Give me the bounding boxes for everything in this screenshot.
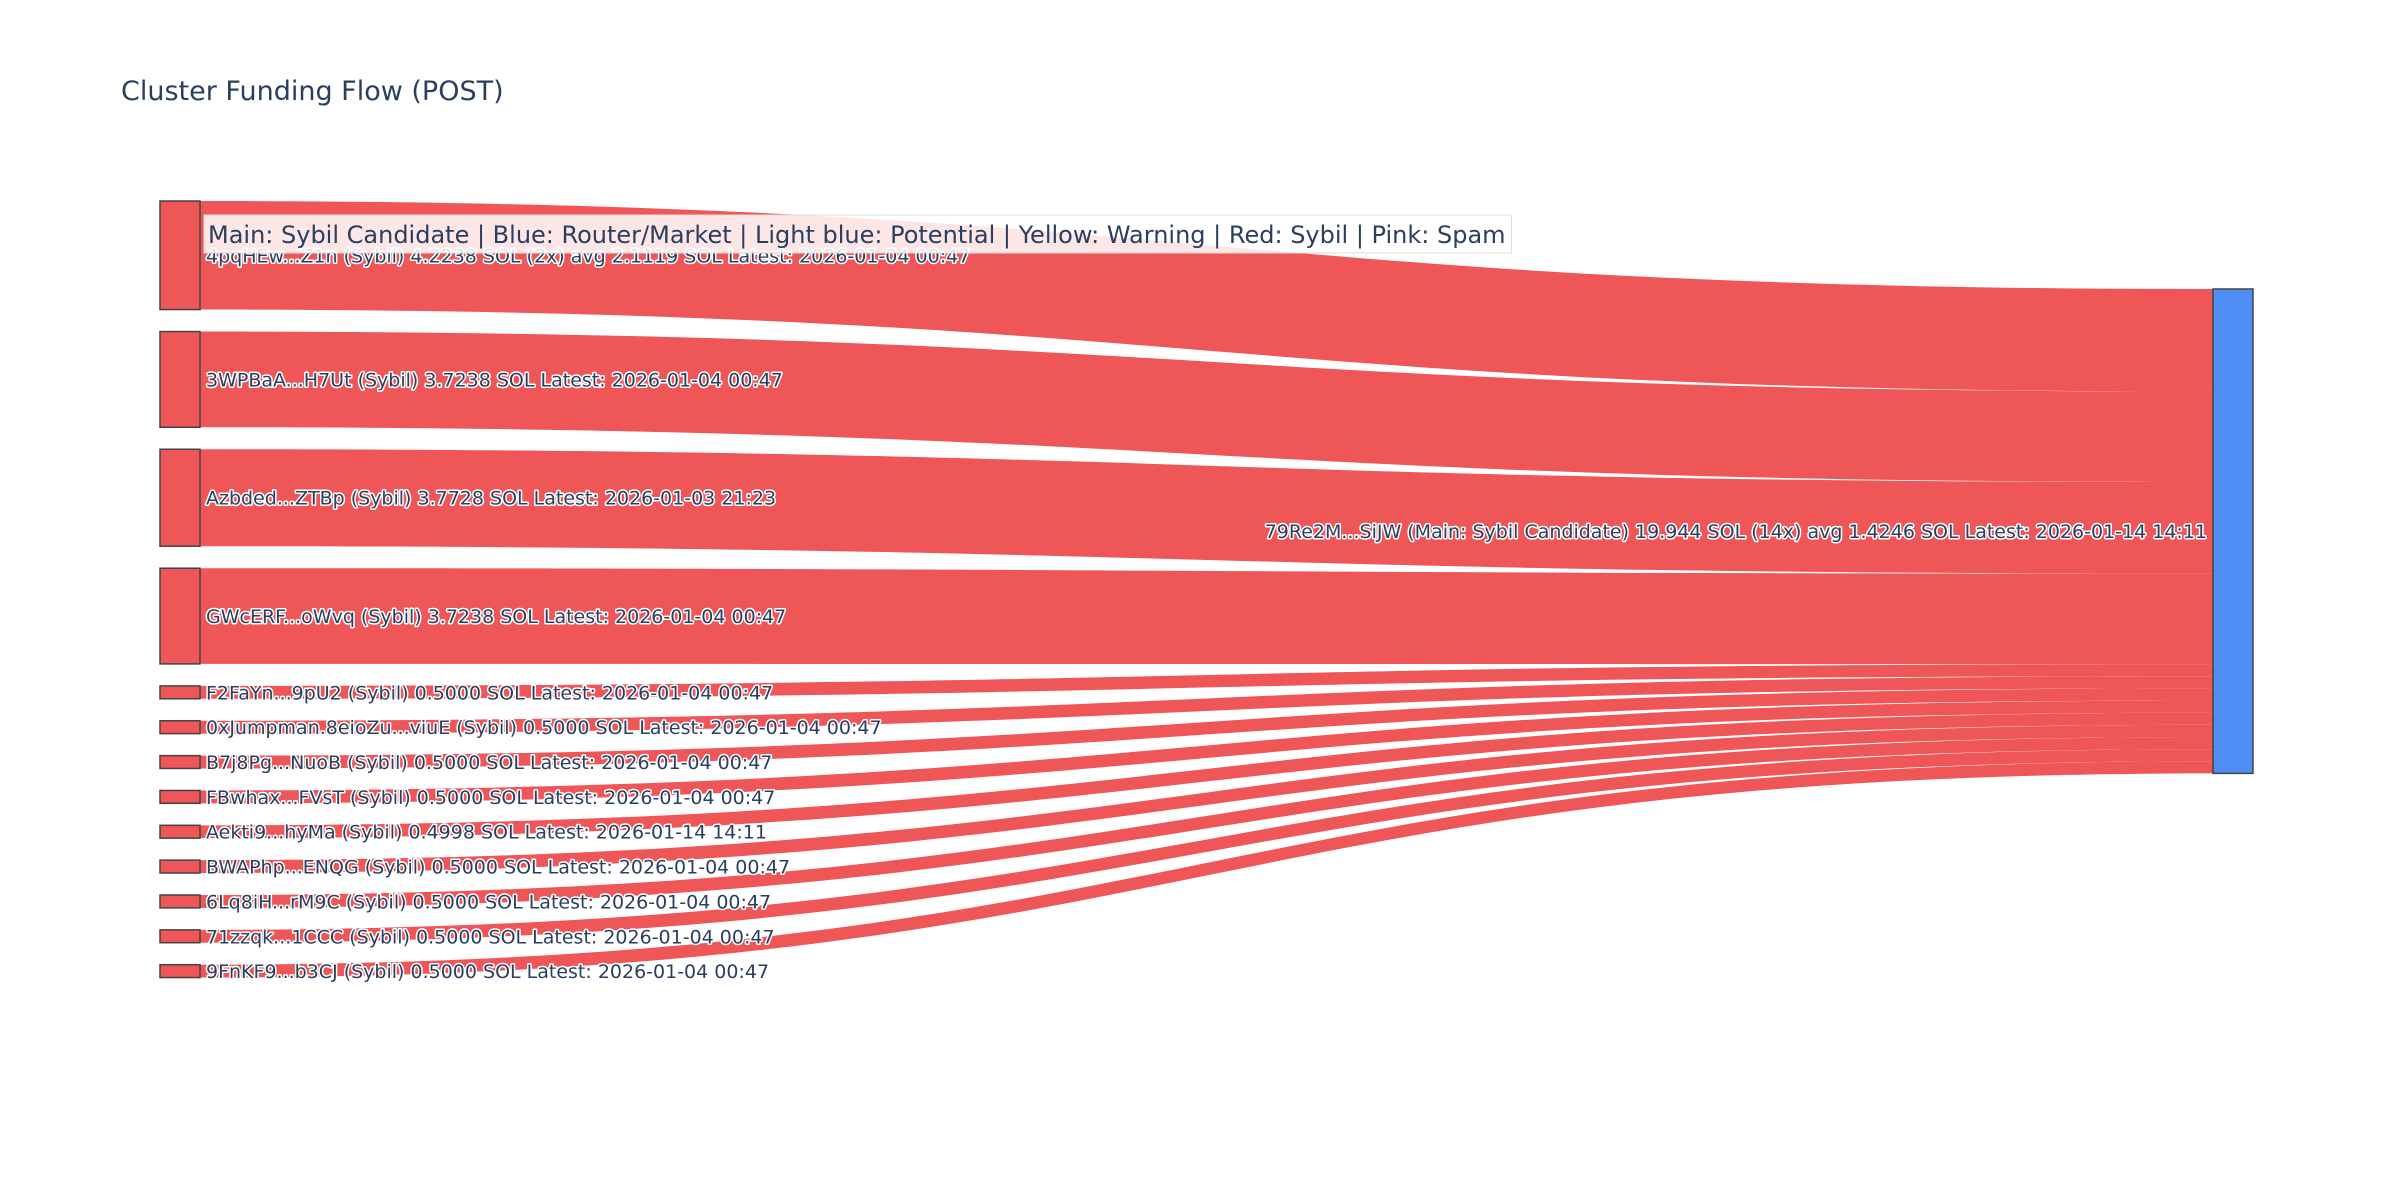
source-node — [159, 824, 201, 839]
source-node-label: 6Lq8iH...rM9C (Sybil) 0.5000 SOL Latest:… — [206, 891, 771, 913]
legend: Main: Sybil Candidate | Blue: Router/Mar… — [203, 214, 1513, 254]
flow-link — [200, 749, 2213, 943]
source-node — [159, 720, 201, 735]
source-node — [159, 754, 201, 770]
flow-link — [200, 700, 2213, 804]
target-node — [2212, 288, 2254, 775]
source-node — [159, 330, 201, 429]
source-node — [159, 200, 201, 311]
flow-link — [200, 736, 2213, 908]
source-node — [159, 448, 201, 547]
flow-link — [200, 449, 2213, 574]
target-node-label: 79Re2M...SiJW (Main: Sybil Candidate) 19… — [1265, 521, 2207, 543]
flow-link — [200, 688, 2213, 769]
source-node-label: FBwhax...FVsT (Sybil) 0.5000 SOL Latest:… — [206, 787, 775, 809]
flow-links — [200, 201, 2213, 978]
source-node-label: F2FaYn...9pU2 (Sybil) 0.5000 SOL Latest:… — [206, 682, 773, 704]
source-node — [159, 685, 201, 700]
legend-background — [203, 214, 1513, 254]
source-node-label: Aekti9...hyMa (Sybil) 0.4998 SOL Latest:… — [206, 822, 767, 844]
source-node — [159, 894, 201, 909]
source-node-label: 0xJumpman.8eioZu...viuE (Sybil) 0.5000 S… — [206, 717, 882, 739]
flow-link — [200, 724, 2213, 874]
source-node-label: BWAPhp...ENQG (Sybil) 0.5000 SOL Latest:… — [206, 857, 790, 879]
source-node — [159, 567, 201, 665]
flow-link — [200, 761, 2213, 978]
source-node-label: 3WPBaA...H7Ut (Sybil) 3.7238 SOL Latest:… — [206, 369, 783, 391]
flow-link — [200, 568, 2213, 665]
source-node-label: B7j8Pg...NuoB (Sybil) 0.5000 SOL Latest:… — [206, 752, 772, 774]
flow-link — [200, 331, 2213, 483]
flow-nodes — [159, 200, 2254, 979]
flow-link — [200, 712, 2213, 839]
chart-title: Cluster Funding Flow (POST) — [121, 76, 504, 107]
source-node — [159, 859, 201, 874]
source-node — [159, 963, 201, 979]
source-node-label: GWcERF...oWvq (Sybil) 3.7238 SOL Latest:… — [206, 606, 786, 628]
flow-link — [200, 664, 2213, 699]
source-node-label: 9FnKF9...b3CJ (Sybil) 0.5000 SOL Latest:… — [206, 961, 769, 983]
source-node-label: 71zzqk...1CCC (Sybil) 0.5000 SOL Latest:… — [206, 926, 775, 948]
source-node — [159, 929, 201, 944]
source-node — [159, 789, 201, 805]
legend-text: Main: Sybil Candidate | Blue: Router/Mar… — [208, 221, 1506, 249]
flow-link — [200, 676, 2213, 734]
source-node-label: Azbded...ZTBp (Sybil) 3.7728 SOL Latest:… — [206, 488, 776, 510]
